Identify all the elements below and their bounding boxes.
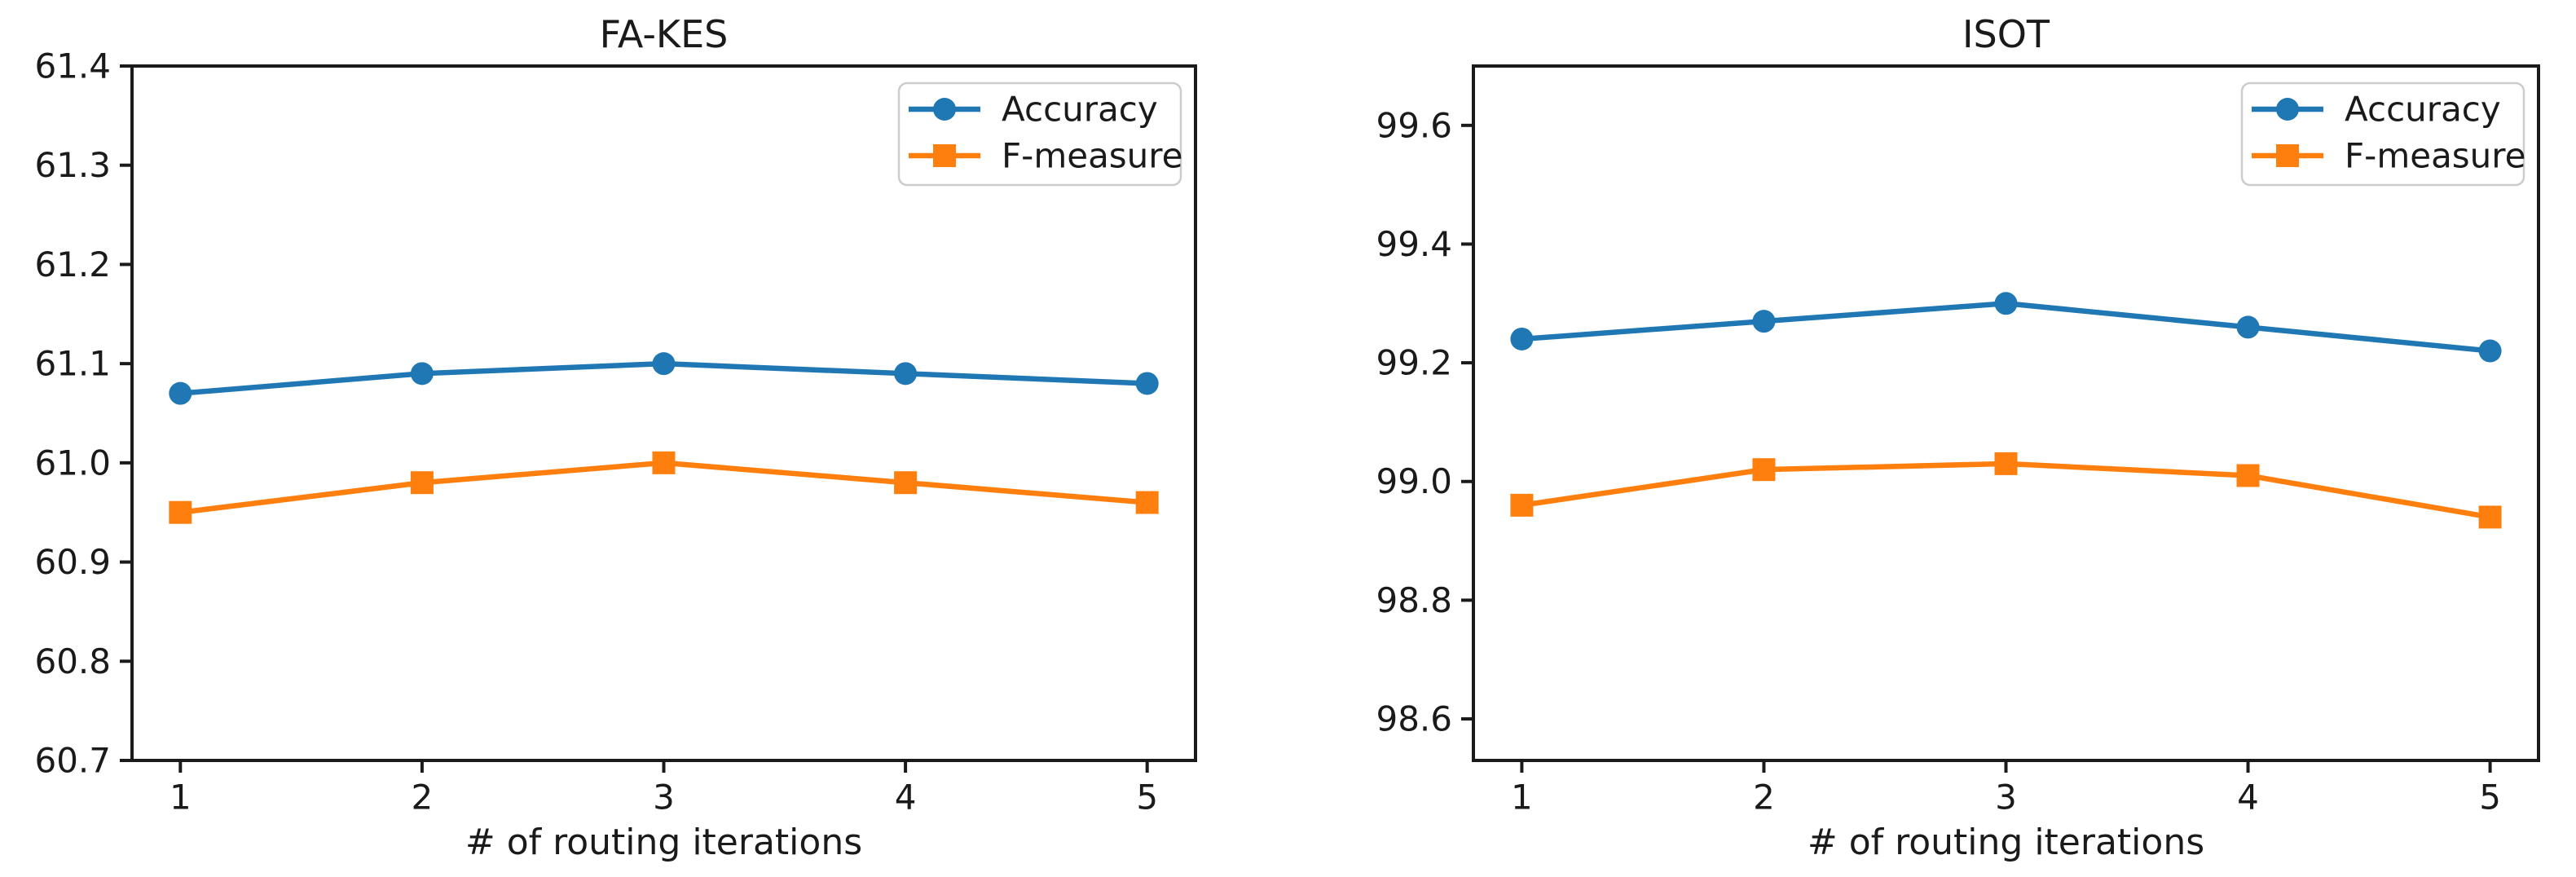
data-point-f-measure xyxy=(1135,491,1159,514)
data-point-accuracy xyxy=(1510,327,1534,350)
y-tick-label: 98.8 xyxy=(1376,580,1452,620)
chart-isot: ISOT 98.6 98.8 99.0 99.2 99.4 99.6 1 2 3 4 5 # of ro… xyxy=(1376,12,2540,863)
data-point-accuracy xyxy=(1752,310,1776,333)
data-point-f-measure xyxy=(1994,452,2018,475)
data-point-f-measure xyxy=(1752,458,1776,482)
data-point-accuracy xyxy=(2236,315,2260,339)
legend-label: Accuracy xyxy=(2345,90,2501,130)
y-tick-label: 60.8 xyxy=(34,641,111,681)
data-point-f-measure xyxy=(169,500,192,524)
y-tick-label: 61.3 xyxy=(34,145,111,185)
y-tick-label: 99.4 xyxy=(1376,224,1452,264)
x-tick-label: 4 xyxy=(2237,778,2259,818)
x-tick-label: 3 xyxy=(1995,778,2017,818)
data-point-f-measure xyxy=(2236,464,2260,487)
data-point-f-measure xyxy=(1510,493,1534,517)
data-point-accuracy xyxy=(169,381,192,405)
data-point-accuracy xyxy=(894,362,918,386)
chart-title: FA-KES xyxy=(600,12,729,56)
data-point-accuracy xyxy=(1994,292,2018,315)
data-point-accuracy xyxy=(2478,339,2502,363)
chart-title: ISOT xyxy=(1962,12,2050,56)
y-tick-label: 61.1 xyxy=(34,344,111,384)
data-point-f-measure xyxy=(2478,505,2502,529)
legend-label: Accuracy xyxy=(1002,90,1158,130)
data-point-f-measure xyxy=(894,471,918,495)
legend: Accuracy F-measure xyxy=(897,82,1183,187)
plot-border xyxy=(1472,64,2540,762)
x-tick-label: 1 xyxy=(1511,778,1533,818)
legend-marker-circle-icon xyxy=(933,98,956,121)
plot-border xyxy=(130,64,1197,762)
y-tick-label: 99.0 xyxy=(1376,461,1452,501)
y-tick-label: 60.9 xyxy=(34,542,111,582)
y-tick-label: 60.7 xyxy=(34,741,111,781)
legend-marker-square-icon xyxy=(2276,144,2299,167)
data-point-f-measure xyxy=(410,471,434,495)
legend-marker-square-icon xyxy=(933,144,956,167)
data-point-f-measure xyxy=(652,451,676,474)
x-tick-label: 2 xyxy=(1753,778,1775,818)
y-tick-label: 98.6 xyxy=(1376,699,1452,739)
y-tick-label: 61.0 xyxy=(34,443,111,483)
x-tick-label: 5 xyxy=(2479,778,2501,818)
x-axis-label: # of routing iterations xyxy=(465,822,862,863)
x-tick-label: 5 xyxy=(1136,778,1158,818)
legend-label: F-measure xyxy=(1002,136,1183,176)
x-axis-label: # of routing iterations xyxy=(1808,822,2204,863)
legend: Accuracy F-measure xyxy=(2240,82,2526,187)
y-tick-label: 99.2 xyxy=(1376,343,1452,383)
y-tick-label: 61.2 xyxy=(34,245,111,284)
chart-fa-kes: FA-KES 60.7 60.8 60.9 61.0 61.1 61.2 61.3 61.4 1 2… xyxy=(34,12,1197,863)
y-tick-label: 99.6 xyxy=(1376,105,1452,145)
x-tick-label: 2 xyxy=(412,778,434,818)
data-point-accuracy xyxy=(652,352,676,376)
y-tick-label: 61.4 xyxy=(34,46,111,86)
legend-marker-circle-icon xyxy=(2276,98,2299,121)
legend-label: F-measure xyxy=(2345,136,2526,176)
data-point-accuracy xyxy=(1135,372,1159,395)
x-tick-label: 4 xyxy=(895,778,917,818)
x-tick-label: 1 xyxy=(170,778,192,818)
data-point-accuracy xyxy=(410,362,434,386)
x-tick-label: 3 xyxy=(653,778,675,818)
